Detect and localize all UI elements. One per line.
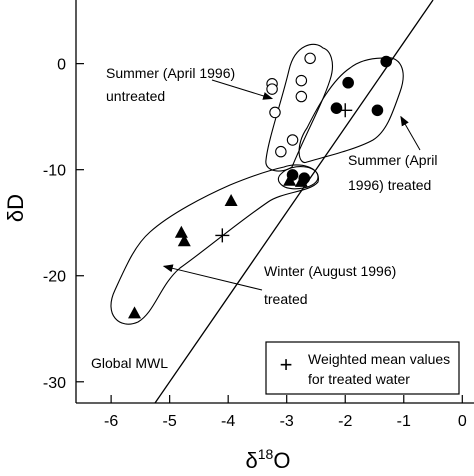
annotation-summer-untreated-line2: untreated bbox=[106, 88, 165, 104]
point-filled-triangle-5 bbox=[294, 174, 308, 187]
x-tick-label: -1 bbox=[397, 413, 411, 430]
x-axis-title: δ18O bbox=[246, 446, 291, 473]
envelope-winter-treated bbox=[110, 164, 319, 325]
legend-text-line2: for treated water bbox=[308, 371, 410, 387]
annotation-summer-treated: Summer (April 1996) treated bbox=[348, 115, 437, 193]
annotation-winter-treated: Winter (August 1996) treated bbox=[162, 263, 396, 307]
annotation-summer-treated-line2: 1996) treated bbox=[348, 177, 431, 193]
point-filled-triangle-4 bbox=[283, 173, 297, 186]
y-tick-label: -10 bbox=[43, 163, 66, 180]
legend-box bbox=[265, 341, 460, 395]
point-filled-triangle-1 bbox=[174, 225, 188, 238]
point-filled-triangle-0 bbox=[128, 306, 142, 319]
x-axis-title-suffix: O bbox=[273, 448, 290, 473]
legend-text-line1: Weighted mean values bbox=[308, 351, 450, 367]
y-ticks: 0 -10 -20 -30 bbox=[43, 57, 84, 392]
annotation-summer-untreated-line1: Summer (April 1996) bbox=[106, 65, 235, 81]
x-tick-label: -3 bbox=[280, 413, 294, 430]
data-points bbox=[128, 52, 393, 319]
point-filled-circle-1 bbox=[342, 76, 354, 89]
legend-symbol: + bbox=[280, 352, 293, 377]
x-tick-label: -5 bbox=[163, 413, 177, 430]
y-axis-title: δD bbox=[3, 194, 28, 222]
x-tick-label: 0 bbox=[458, 413, 467, 430]
annotation-winter-treated-line1: Winter (August 1996) bbox=[264, 263, 396, 279]
point-filled-triangle-2 bbox=[177, 234, 191, 247]
x-ticks: -6 -5 -4 -3 -2 -1 0 bbox=[104, 395, 467, 430]
annotation-summer-untreated-arrow bbox=[211, 79, 274, 100]
point-open-circle-6 bbox=[286, 134, 299, 146]
x-tick-label: -6 bbox=[104, 413, 118, 430]
point-filled-circle-3 bbox=[371, 104, 384, 117]
x-tick-label: -2 bbox=[338, 413, 352, 430]
annotation-winter-treated-line2: treated bbox=[264, 291, 308, 307]
point-open-circle-7 bbox=[275, 145, 287, 158]
point-open-circle-4 bbox=[269, 106, 281, 119]
y-tick-label: 0 bbox=[57, 57, 66, 74]
x-tick-label: -4 bbox=[221, 413, 235, 430]
legend: + Weighted mean values for treated water bbox=[265, 341, 460, 395]
annotation-winter-treated-arrow bbox=[162, 264, 263, 291]
point-open-circle-5 bbox=[295, 90, 308, 103]
envelopes bbox=[110, 43, 404, 325]
global-mwl-label: Global MWL bbox=[91, 355, 168, 371]
point-filled-circle-0 bbox=[380, 55, 393, 68]
y-tick-label: -30 bbox=[43, 375, 66, 392]
point-open-circle-3 bbox=[266, 83, 278, 95]
point-plus-0 bbox=[338, 103, 353, 118]
envelope-summer-treated bbox=[298, 57, 404, 163]
envelope-summer-untreated bbox=[265, 43, 333, 172]
point-filled-triangle-3 bbox=[224, 193, 238, 206]
point-filled-circle-2 bbox=[330, 102, 343, 114]
x-axis-title-prefix: δ bbox=[246, 448, 258, 473]
annotation-summer-untreated: Summer (April 1996) untreated bbox=[106, 65, 274, 104]
y-tick-label: -20 bbox=[43, 269, 66, 286]
point-open-circle-1 bbox=[295, 74, 308, 87]
x-axis-title-sup: 18 bbox=[258, 446, 274, 462]
annotation-summer-treated-arrow bbox=[400, 115, 421, 151]
annotation-summer-treated-line1: Summer (April bbox=[348, 152, 437, 168]
axes bbox=[75, 0, 474, 404]
point-plus-1 bbox=[215, 228, 230, 243]
point-open-circle-0 bbox=[304, 52, 316, 65]
